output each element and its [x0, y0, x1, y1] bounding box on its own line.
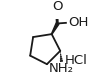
Text: HCl: HCl [64, 54, 87, 67]
Text: O: O [52, 0, 62, 13]
Text: NH₂: NH₂ [49, 62, 74, 75]
Text: OH: OH [68, 16, 89, 29]
Polygon shape [51, 23, 59, 34]
